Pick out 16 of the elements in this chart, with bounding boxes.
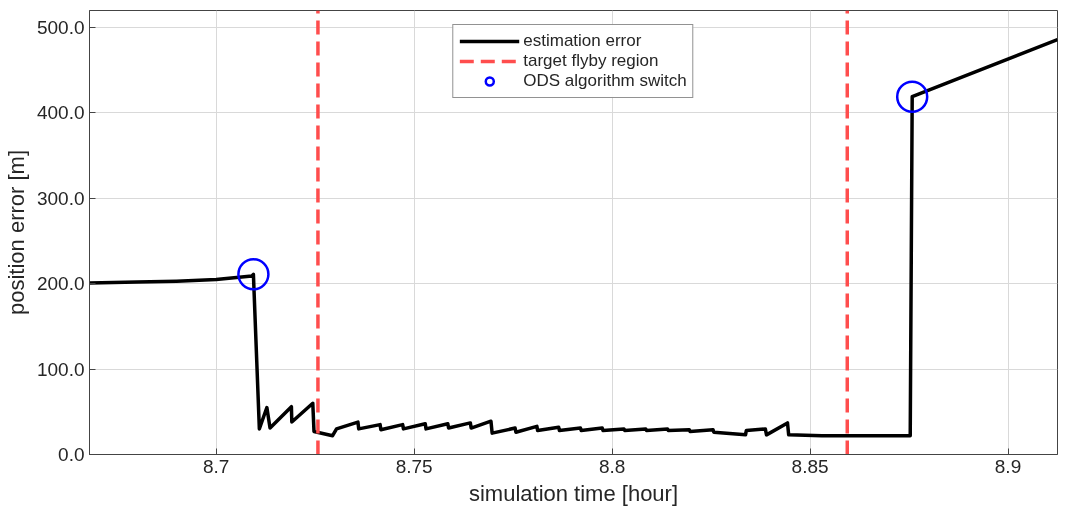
legend-label: ODS algorithm switch — [523, 71, 687, 91]
y-tick-label: 300.0 — [36, 187, 85, 209]
legend-label: target flyby region — [523, 51, 659, 71]
x-tick-label: 8.75 — [395, 455, 433, 477]
y-tick-label: 100.0 — [36, 358, 85, 380]
x-axis-title: simulation time [hour] — [468, 480, 679, 506]
x-tick-label: 8.7 — [202, 455, 230, 477]
y-axis-title: position error [m] — [3, 149, 29, 316]
x-tick-label: 8.9 — [994, 455, 1022, 477]
y-tick-label: 400.0 — [36, 102, 85, 124]
y-tick-label: 200.0 — [36, 273, 85, 295]
y-tick-label: 0.0 — [58, 444, 85, 465]
y-tick-label: 500.0 — [36, 17, 85, 39]
x-tick-label: 8.8 — [598, 455, 626, 477]
x-tick-label: 8.85 — [791, 455, 829, 477]
legend-label: estimation error — [523, 31, 642, 51]
